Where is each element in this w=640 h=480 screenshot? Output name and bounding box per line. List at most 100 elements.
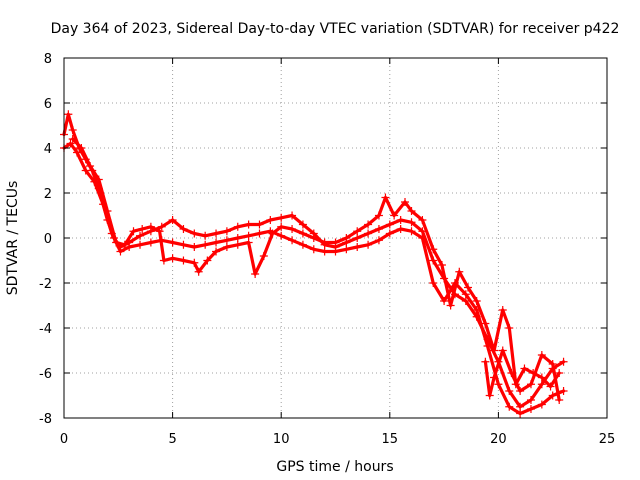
data-point	[396, 216, 405, 224]
data-point	[116, 247, 125, 256]
series-line	[71, 137, 561, 389]
data-point	[73, 148, 82, 157]
series-track-a	[60, 110, 568, 411]
data-point	[374, 211, 383, 220]
data-point	[505, 387, 514, 395]
data-point	[429, 245, 438, 254]
data-point	[298, 220, 307, 229]
data-point	[505, 324, 514, 332]
data-point	[555, 396, 564, 404]
data-point	[277, 231, 286, 240]
data-point	[288, 225, 297, 233]
data-point	[331, 238, 340, 247]
data-point	[429, 256, 438, 265]
data-point	[138, 225, 147, 233]
data-point	[353, 227, 362, 236]
data-point	[418, 234, 427, 242]
data-point	[537, 373, 546, 382]
series-track-c	[68, 135, 564, 391]
data-point	[194, 267, 203, 276]
data-point	[353, 243, 362, 251]
x-tick-label: 0	[60, 432, 68, 447]
data-point	[112, 238, 121, 247]
data-point	[364, 229, 373, 238]
y-tick-label: 2	[44, 187, 52, 202]
x-tick-label: 20	[490, 432, 507, 447]
data-point	[320, 238, 329, 247]
data-point	[190, 229, 199, 238]
data-point	[385, 229, 394, 238]
data-point	[526, 380, 535, 389]
data-point	[168, 216, 177, 224]
data-point	[390, 211, 399, 220]
data-point	[407, 218, 416, 227]
data-point	[537, 351, 546, 359]
data-point	[179, 256, 188, 265]
data-point	[168, 254, 177, 263]
y-tick-label: -2	[39, 277, 52, 292]
data-point	[429, 279, 438, 287]
data-point	[179, 225, 188, 233]
data-point	[309, 234, 318, 242]
x-tick-label: 25	[599, 432, 616, 447]
data-point	[212, 238, 221, 247]
data-point	[520, 364, 529, 373]
data-point	[537, 400, 546, 409]
data-point	[559, 357, 568, 366]
data-point	[222, 236, 231, 245]
data-point	[129, 227, 138, 236]
data-point	[374, 236, 383, 245]
data-point	[103, 207, 112, 215]
data-point	[212, 229, 221, 238]
data-point	[418, 216, 427, 224]
series-track-d	[481, 346, 564, 404]
y-tick-label: 6	[44, 97, 52, 112]
data-point	[548, 360, 557, 368]
data-point	[190, 258, 199, 267]
data-point	[244, 231, 253, 240]
data-point	[446, 301, 455, 310]
data-point	[66, 139, 75, 148]
y-tick-label: 4	[44, 142, 52, 157]
data-point	[81, 166, 90, 175]
data-point	[385, 220, 394, 229]
data-point	[159, 256, 168, 265]
data-point	[222, 227, 231, 236]
data-point	[559, 387, 568, 395]
data-point	[407, 207, 416, 215]
data-point	[77, 144, 86, 152]
data-point	[201, 231, 210, 240]
data-point	[485, 391, 494, 400]
data-point	[125, 243, 134, 251]
data-point	[120, 240, 129, 249]
data-point	[146, 238, 155, 247]
data-point	[516, 387, 525, 395]
data-point	[507, 369, 516, 377]
data-point	[374, 225, 383, 233]
data-layer	[60, 110, 568, 418]
data-point	[381, 193, 390, 202]
data-point	[64, 110, 73, 119]
data-point	[90, 177, 99, 186]
data-point	[396, 225, 405, 233]
data-point	[498, 306, 507, 314]
data-point	[342, 234, 351, 242]
data-point	[212, 247, 221, 256]
data-point	[157, 222, 166, 231]
data-point	[222, 243, 231, 251]
x-tick-label: 15	[382, 432, 399, 447]
y-tick-label: -6	[39, 367, 52, 382]
data-point	[516, 409, 525, 418]
data-point	[342, 245, 351, 254]
data-point	[490, 346, 499, 355]
data-point	[331, 247, 340, 256]
data-point	[472, 297, 481, 305]
data-point	[298, 240, 307, 249]
data-point	[266, 216, 275, 224]
data-point	[277, 213, 286, 222]
data-point	[233, 222, 242, 231]
data-point	[481, 357, 490, 366]
data-point	[548, 391, 557, 400]
data-point	[483, 342, 492, 350]
